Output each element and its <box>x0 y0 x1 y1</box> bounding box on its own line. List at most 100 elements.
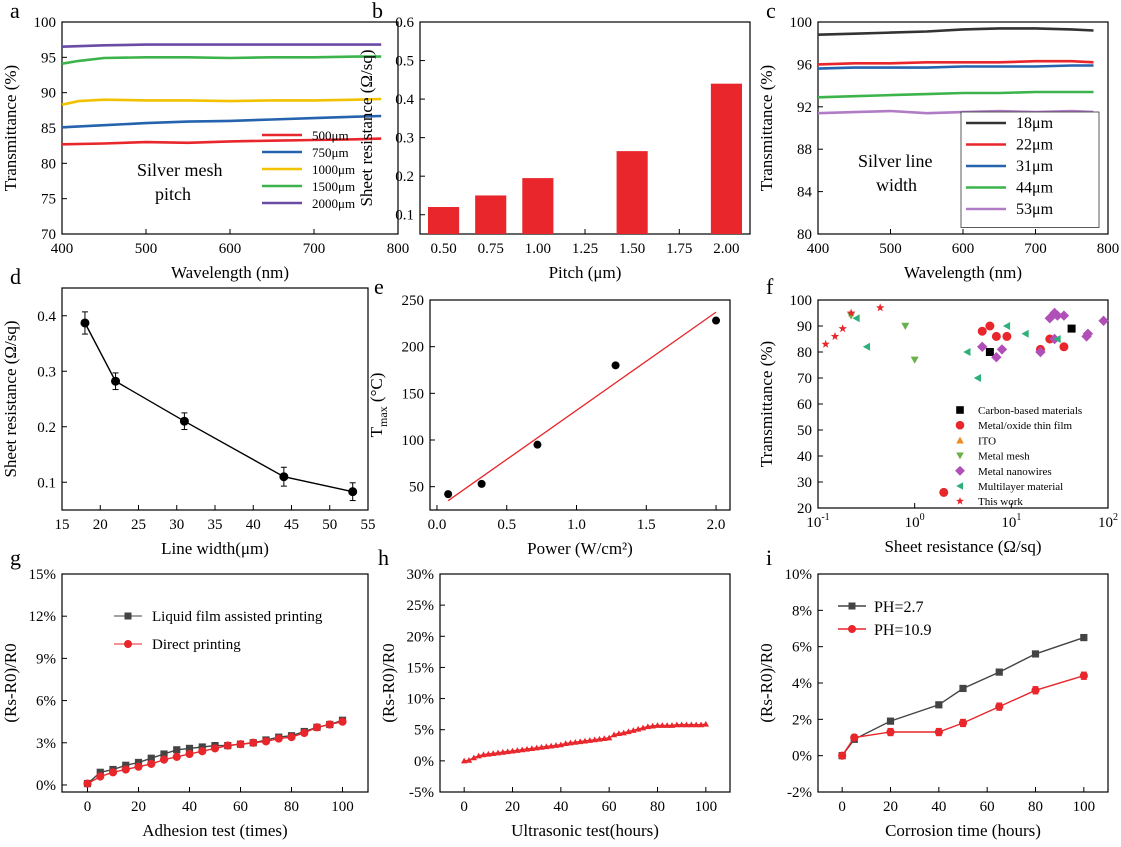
data-point-h <box>630 727 637 733</box>
data-point-h <box>514 747 521 753</box>
data-point-h <box>683 721 690 728</box>
data-point-g <box>210 744 220 753</box>
xtick-label-i: 20 <box>883 799 898 815</box>
data-point-g <box>108 768 118 777</box>
legend-label: Liquid film assisted printing <box>152 609 323 625</box>
ytick-label-e: 100 <box>402 433 425 449</box>
bar-b <box>616 151 648 234</box>
legend-marker <box>955 420 965 430</box>
point-diamond <box>1058 310 1070 321</box>
panel-letter-a: a <box>10 0 20 23</box>
xtick-label-b: 2.00 <box>713 241 739 257</box>
xtick-label-b: 1.50 <box>619 241 645 257</box>
y-axis-label-e: Tmax (°C) <box>367 373 390 438</box>
data-point-h <box>470 754 478 761</box>
legend-marker <box>848 602 856 610</box>
data-point-h <box>654 722 661 728</box>
x-axis-label-c: Wavelength (nm) <box>904 263 1022 282</box>
xtick-label-d: 20 <box>93 517 108 533</box>
ytick-label-b: 0.4 <box>395 92 414 108</box>
xtick-label-e: 2.0 <box>707 517 726 533</box>
data-point-g <box>325 720 334 729</box>
xtick-label-d: 25 <box>131 517 146 533</box>
legend-label: 1500μm <box>312 179 355 194</box>
xtick-label-h: 60 <box>602 799 617 815</box>
data-point-i <box>1031 686 1040 695</box>
data-point-d <box>279 472 289 482</box>
ytick-label-g: 12% <box>29 609 57 625</box>
data-point-h <box>692 721 700 728</box>
series-line-d <box>84 322 353 493</box>
legend-label: Metal mesh <box>978 451 1030 463</box>
point-triangle-down <box>901 322 910 330</box>
ylabel-unit: (°C) <box>367 373 386 407</box>
data-point-h <box>518 746 526 753</box>
data-point-h <box>533 744 540 751</box>
series-line-a <box>61 43 382 48</box>
point-diamond <box>1049 307 1060 319</box>
xtick-label-g: 80 <box>284 799 299 815</box>
data-point-g <box>173 746 181 754</box>
legend-label: PH=10.9 <box>874 622 931 639</box>
xtick-label-h: 40 <box>553 799 568 815</box>
ytick-label-f: 20 <box>797 501 812 517</box>
legend-label: Carbon-based materials <box>978 405 1082 417</box>
xtick-label-c: 800 <box>1097 241 1120 257</box>
xtick-label-c: 700 <box>1024 241 1047 257</box>
xtick-label-d: 50 <box>322 517 337 533</box>
plot-frame-h <box>439 573 731 793</box>
data-point-g <box>287 733 296 742</box>
xtick-label-h: 0 <box>460 799 468 815</box>
panel-letter-i: i <box>766 545 772 570</box>
legend-marker <box>124 640 132 648</box>
legend-label: 44μm <box>1016 180 1054 197</box>
x-axis-label-a: Wavelength (nm) <box>171 263 289 282</box>
xtick-label-i: 60 <box>980 799 995 815</box>
data-point-h <box>528 745 536 751</box>
annotation-c: width <box>876 175 917 195</box>
data-point-h <box>678 721 685 728</box>
xtick-label-g: 60 <box>233 799 248 815</box>
ytick-label-c: 88 <box>797 142 812 158</box>
xtick-label-d: 45 <box>284 517 299 533</box>
data-point-g <box>198 743 206 751</box>
data-point-g <box>338 717 347 726</box>
legend-marker <box>955 465 965 476</box>
annotation-a: pitch <box>155 184 191 204</box>
point-diamond <box>1035 346 1046 358</box>
ytick-label-f: 100 <box>790 293 813 309</box>
data-point-g <box>96 772 105 781</box>
plot-frame-b <box>419 21 751 235</box>
data-point-g <box>274 734 283 743</box>
ylabel-sub: max <box>376 406 390 427</box>
xtick-label-g: 20 <box>131 799 146 815</box>
x-axis-label-b: Pitch (μm) <box>549 263 622 282</box>
legend-label: 22μm <box>1016 137 1054 154</box>
legend-label: ITO <box>978 435 996 447</box>
data-point-g <box>122 761 130 769</box>
ytick-label-g: 0% <box>36 778 56 794</box>
point-triangle-left <box>973 374 982 382</box>
y-axis-label-i: (Rs-R0)/R0 <box>757 643 776 722</box>
data-point-h <box>673 721 681 728</box>
ytick-label-a: 100 <box>34 15 57 31</box>
annotation-a: Silver mesh <box>137 160 223 180</box>
series-line-c <box>817 90 1094 99</box>
ytick-label-c: 80 <box>797 227 812 243</box>
ytick-label-a: 80 <box>41 156 56 172</box>
legend-label: 2000μm <box>312 196 355 211</box>
data-point-i <box>935 701 943 709</box>
data-point-g <box>134 762 143 771</box>
data-point-h <box>504 748 511 755</box>
annotation-c: Silver line <box>858 151 933 171</box>
point-diamond <box>991 352 1002 363</box>
legend-marker <box>956 497 964 505</box>
ytick-label-f: 50 <box>797 423 812 439</box>
data-point-i <box>934 727 943 737</box>
ytick-label-h: 0% <box>414 754 434 770</box>
xtick-label-f: 10-1 <box>806 512 829 531</box>
data-point-e <box>712 316 721 325</box>
point-diamond <box>1082 328 1094 339</box>
data-point-h <box>697 721 705 728</box>
point-triangle-down <box>910 356 919 364</box>
